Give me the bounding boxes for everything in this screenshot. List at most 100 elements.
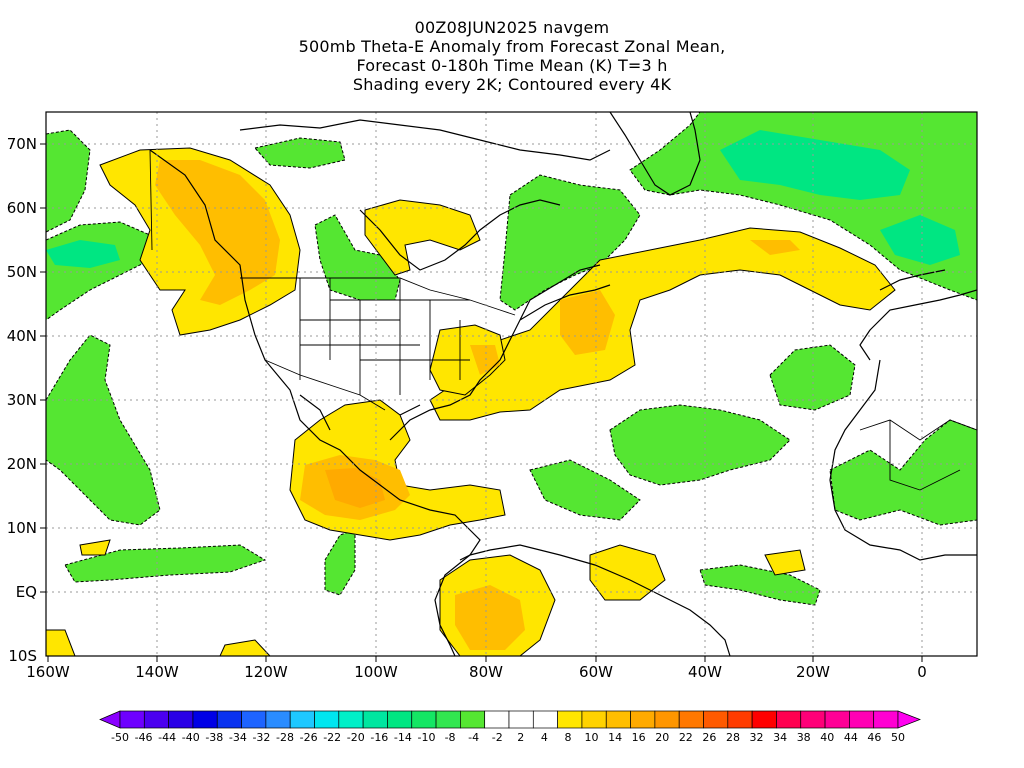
colorbar-swatch bbox=[314, 710, 340, 729]
lon-label: 0 bbox=[917, 663, 927, 681]
shade-positive-region bbox=[764, 549, 806, 576]
shade-negative-region bbox=[46, 129, 91, 233]
lat-label: EQ bbox=[16, 583, 37, 601]
colorbar-label: 40 bbox=[820, 731, 834, 744]
colorbar-label: -38 bbox=[205, 731, 223, 744]
shade-negative-region bbox=[880, 215, 960, 265]
chart-title: 00Z08JUN2025 navgem 500mb Theta-E Anomal… bbox=[0, 18, 1024, 94]
colorbar-swatch bbox=[581, 710, 607, 729]
shade-positive-region bbox=[560, 290, 615, 355]
coastline-south-america bbox=[434, 544, 731, 656]
border-alaska bbox=[149, 149, 153, 251]
colorbar-swatch bbox=[557, 710, 583, 729]
colorbar-swatch bbox=[654, 710, 680, 729]
shade-negative-region bbox=[46, 221, 151, 321]
longitude-labels: 160W 140W 120W 100W 80W 60W 40W 20W 0 bbox=[26, 663, 927, 681]
colorbar-swatch bbox=[216, 710, 242, 729]
colorbar-label: 2 bbox=[517, 731, 524, 744]
lon-label: 100W bbox=[354, 663, 398, 681]
colorbar-label: -16 bbox=[370, 731, 388, 744]
shade-negative-region bbox=[499, 174, 641, 311]
colorbar-swatch bbox=[776, 710, 802, 729]
shade-positive-region bbox=[364, 199, 481, 276]
colorbar-swatch bbox=[678, 710, 704, 729]
colorbar-label: -20 bbox=[347, 731, 365, 744]
colorbar-label: -10 bbox=[417, 731, 435, 744]
colorbar-swatch bbox=[873, 710, 899, 729]
lon-label: 60W bbox=[579, 663, 613, 681]
title-line-1: 00Z08JUN2025 navgem bbox=[414, 18, 610, 37]
latitude-labels: 70N 60N 50N 40N 30N 20N 10N EQ 10S bbox=[7, 135, 37, 665]
title-line-4: Shading every 2K; Contoured every 4K bbox=[352, 75, 672, 94]
colorbar-swatch bbox=[800, 710, 826, 729]
colorbar-label: 44 bbox=[844, 731, 858, 744]
colorbar-label: -34 bbox=[229, 731, 247, 744]
colorbar-swatch bbox=[605, 710, 631, 729]
coastlines bbox=[149, 112, 977, 656]
shade-negative-region bbox=[64, 544, 267, 583]
colorbar-swatch bbox=[387, 710, 413, 729]
lat-label: 60N bbox=[7, 199, 37, 217]
colorbar-label: -46 bbox=[135, 731, 153, 744]
lon-label: 160W bbox=[26, 663, 70, 681]
shade-negative-region bbox=[609, 404, 791, 486]
shade-negative-region bbox=[46, 334, 161, 526]
colorbar-label: 22 bbox=[679, 731, 693, 744]
title-line-2: 500mb Theta-E Anomaly from Forecast Zona… bbox=[298, 37, 726, 56]
colorbar-swatch bbox=[727, 710, 753, 729]
coastline-greenland bbox=[609, 112, 701, 196]
shade-negative-region bbox=[46, 240, 120, 268]
colorbar-label: 26 bbox=[702, 731, 716, 744]
shade-positive-region bbox=[79, 539, 111, 556]
colorbar-label: -14 bbox=[394, 731, 412, 744]
anomaly-shading bbox=[46, 112, 977, 656]
colorbar-label: 4 bbox=[541, 731, 548, 744]
colorbar-label: -2 bbox=[492, 731, 503, 744]
lat-label: 10N bbox=[7, 519, 37, 537]
colorbar-label: -28 bbox=[276, 731, 294, 744]
colorbar-swatch bbox=[508, 710, 534, 729]
colorbar: -50 -46 -44 -40 -38 -34 -32 -28 -26 -22 -20 -16 -14-… bbox=[99, 710, 921, 744]
shade-positive-region bbox=[750, 240, 800, 255]
colorbar-label: 14 bbox=[608, 731, 622, 744]
lon-label: 80W bbox=[469, 663, 503, 681]
colorbar-label: -44 bbox=[158, 731, 176, 744]
border-us-canada bbox=[240, 277, 516, 316]
shade-negative-region bbox=[720, 130, 910, 200]
colorbar-swatch bbox=[824, 710, 850, 729]
lat-label: 20N bbox=[7, 455, 37, 473]
colorbar-swatch bbox=[484, 710, 510, 729]
colorbar-swatch bbox=[192, 710, 218, 729]
colorbar-swatch bbox=[119, 710, 145, 729]
shade-positive-region bbox=[589, 544, 666, 601]
colorbar-swatch bbox=[289, 710, 315, 729]
colorbar-swatch bbox=[460, 710, 486, 729]
colorbar-label: 46 bbox=[867, 731, 881, 744]
colorbar-swatch bbox=[630, 710, 656, 729]
colorbar-label: -50 bbox=[111, 731, 129, 744]
shade-negative-region bbox=[529, 459, 641, 521]
shade-positive-region bbox=[219, 639, 271, 656]
axis-ticks bbox=[40, 143, 923, 662]
lat-label: 10S bbox=[8, 647, 37, 665]
colorbar-swatch bbox=[532, 710, 558, 729]
shade-positive-region bbox=[155, 160, 280, 305]
shade-negative-region bbox=[829, 419, 977, 526]
colorbar-label: -8 bbox=[445, 731, 456, 744]
colorbar-label: -22 bbox=[323, 731, 341, 744]
political-borders bbox=[149, 149, 977, 491]
lat-label: 30N bbox=[7, 391, 37, 409]
shade-negative-region bbox=[324, 529, 356, 596]
shade-positive-region bbox=[46, 629, 76, 656]
coastline-europe-africa bbox=[829, 289, 977, 561]
colorbar-label: 10 bbox=[585, 731, 599, 744]
lon-label: 40W bbox=[688, 663, 722, 681]
colorbar-label: -40 bbox=[182, 731, 200, 744]
colorbar-label: 20 bbox=[655, 731, 669, 744]
colorbar-swatch bbox=[143, 710, 169, 729]
colorbar-swatch bbox=[265, 710, 291, 729]
shade-negative-region bbox=[254, 137, 346, 169]
colorbar-arrow-right bbox=[897, 710, 921, 729]
lat-lon-grid bbox=[46, 112, 977, 656]
